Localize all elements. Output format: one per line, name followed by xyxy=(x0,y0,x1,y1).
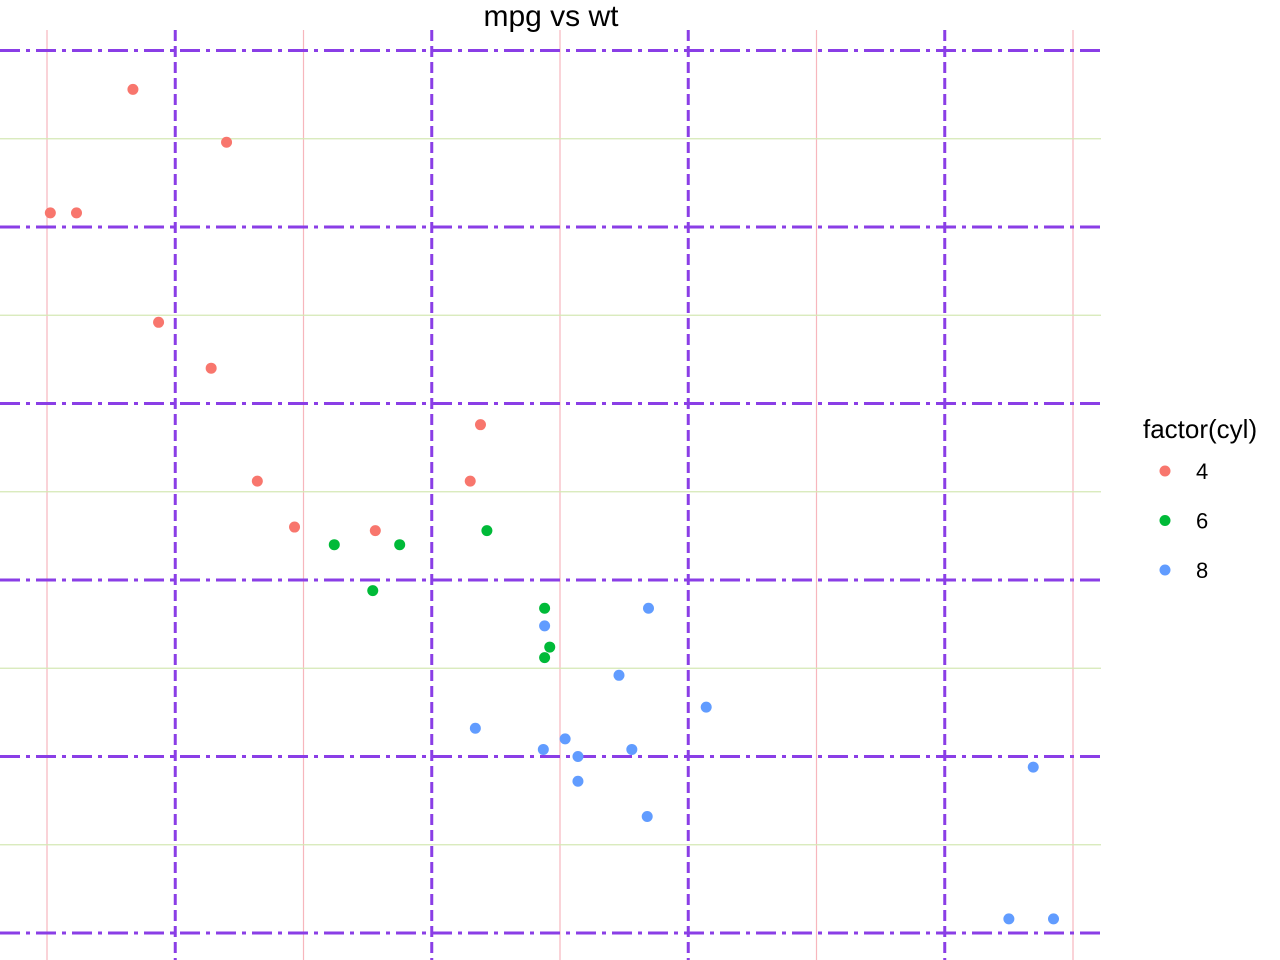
data-point-cyl-6 xyxy=(394,539,406,551)
data-point-cyl-8 xyxy=(469,722,481,734)
chart-title: mpg vs wt xyxy=(483,0,619,33)
legend-label-6: 6 xyxy=(1196,509,1208,534)
data-point-cyl-4 xyxy=(474,419,486,431)
data-point-cyl-8 xyxy=(626,743,638,755)
data-point-cyl-8 xyxy=(1003,913,1015,925)
data-point-cyl-6 xyxy=(539,602,551,614)
data-point-cyl-4 xyxy=(153,316,165,328)
data-point-cyl-8 xyxy=(641,811,653,823)
legend-key-6 xyxy=(1159,515,1171,526)
data-point-cyl-4 xyxy=(464,475,476,487)
data-point-cyl-6 xyxy=(367,585,379,597)
data-point-cyl-8 xyxy=(539,620,551,632)
data-point-cyl-8 xyxy=(572,751,584,762)
data-point-cyl-6 xyxy=(481,525,493,537)
data-point-cyl-4 xyxy=(70,207,82,219)
data-point-cyl-8 xyxy=(572,775,584,787)
data-point-cyl-8 xyxy=(642,602,654,614)
grid-lines xyxy=(0,30,1101,960)
data-point-cyl-8 xyxy=(613,669,625,681)
legend-items: 4 6 8 xyxy=(1159,459,1208,583)
data-point-cyl-4 xyxy=(44,207,56,219)
data-point-cyl-4 xyxy=(221,136,233,148)
data-point-cyl-4 xyxy=(369,525,381,537)
legend-key-4 xyxy=(1159,465,1171,477)
data-point-cyl-4 xyxy=(127,83,139,95)
legend-label-8: 8 xyxy=(1196,558,1208,583)
data-point-cyl-8 xyxy=(1048,913,1060,925)
data-point-cyl-4 xyxy=(205,362,217,374)
legend-label-4: 4 xyxy=(1196,459,1208,484)
data-point-cyl-8 xyxy=(537,743,549,755)
data-point-cyl-4 xyxy=(289,521,301,533)
data-point-cyl-8 xyxy=(559,733,571,745)
data-point-cyl-8 xyxy=(700,701,712,713)
legend-key-8 xyxy=(1159,564,1171,576)
data-point-cyl-6 xyxy=(544,641,556,653)
data-point-cyl-8 xyxy=(1027,761,1039,773)
legend: factor(cyl) 4 6 8 xyxy=(1143,414,1257,583)
legend-title: factor(cyl) xyxy=(1143,414,1257,444)
data-point-cyl-6 xyxy=(539,652,551,664)
data-point-cyl-6 xyxy=(328,539,340,551)
data-points xyxy=(44,83,1060,925)
data-point-cyl-4 xyxy=(251,475,263,487)
